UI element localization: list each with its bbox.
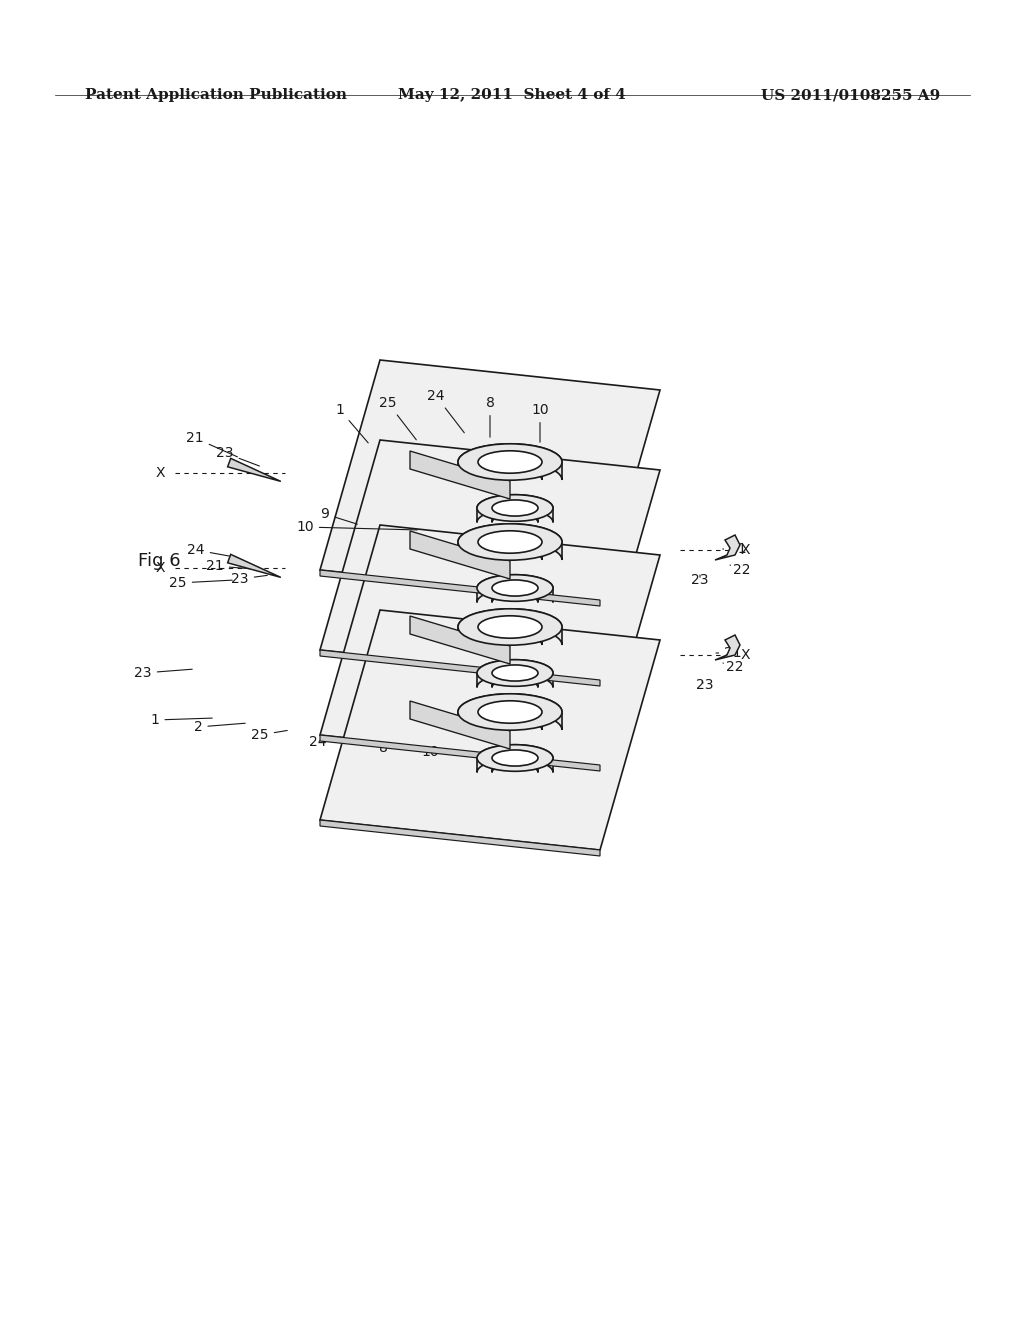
Polygon shape: [492, 750, 538, 772]
Polygon shape: [478, 531, 542, 560]
Text: 8: 8: [485, 396, 495, 437]
Text: 21: 21: [716, 645, 741, 660]
Text: 25: 25: [169, 576, 232, 590]
Text: May 12, 2011  Sheet 4 of 4: May 12, 2011 Sheet 4 of 4: [398, 88, 626, 102]
Polygon shape: [478, 701, 542, 730]
Text: 22: 22: [730, 564, 751, 577]
Text: 21: 21: [186, 432, 238, 457]
Polygon shape: [715, 535, 740, 560]
Ellipse shape: [478, 616, 542, 638]
Ellipse shape: [492, 665, 538, 681]
Text: X: X: [156, 466, 165, 480]
Polygon shape: [492, 500, 538, 523]
Ellipse shape: [477, 744, 553, 771]
Text: X: X: [156, 561, 165, 576]
Text: 1: 1: [336, 403, 369, 444]
Text: Fig 6: Fig 6: [138, 552, 181, 570]
Text: 8: 8: [379, 741, 402, 755]
Text: 24: 24: [187, 543, 238, 557]
Polygon shape: [458, 444, 562, 480]
Ellipse shape: [478, 531, 542, 553]
Polygon shape: [477, 495, 553, 523]
Polygon shape: [458, 609, 562, 645]
Polygon shape: [458, 694, 562, 730]
Text: 24: 24: [309, 735, 337, 748]
Polygon shape: [410, 531, 510, 579]
Polygon shape: [319, 735, 600, 771]
Polygon shape: [319, 525, 660, 766]
Polygon shape: [492, 665, 538, 688]
Text: 10: 10: [296, 520, 417, 535]
Text: 21: 21: [723, 543, 746, 556]
Text: 2: 2: [194, 719, 245, 734]
Ellipse shape: [477, 574, 553, 602]
Polygon shape: [478, 451, 542, 480]
Polygon shape: [319, 649, 600, 686]
Text: 23: 23: [696, 678, 714, 692]
Polygon shape: [410, 451, 510, 499]
Text: 21: 21: [206, 558, 251, 573]
Polygon shape: [227, 554, 281, 577]
Polygon shape: [478, 616, 542, 645]
Polygon shape: [227, 458, 281, 482]
Polygon shape: [477, 574, 553, 602]
Ellipse shape: [458, 444, 562, 480]
Ellipse shape: [492, 579, 538, 597]
Polygon shape: [477, 660, 553, 688]
Polygon shape: [410, 616, 510, 664]
Text: 23: 23: [216, 446, 259, 466]
Ellipse shape: [492, 500, 538, 516]
Ellipse shape: [458, 524, 562, 560]
Polygon shape: [458, 524, 562, 560]
Polygon shape: [319, 820, 600, 855]
Polygon shape: [715, 635, 740, 660]
Ellipse shape: [478, 701, 542, 723]
Text: US 2011/0108255 A9: US 2011/0108255 A9: [761, 88, 940, 102]
Ellipse shape: [477, 660, 553, 686]
Ellipse shape: [478, 451, 542, 473]
Ellipse shape: [492, 750, 538, 766]
Text: 22: 22: [723, 660, 743, 675]
Text: 25: 25: [251, 729, 288, 742]
Text: Patent Application Publication: Patent Application Publication: [85, 88, 347, 102]
Polygon shape: [492, 579, 538, 602]
Text: 10: 10: [531, 403, 549, 442]
Polygon shape: [319, 440, 660, 680]
Ellipse shape: [477, 495, 553, 521]
Polygon shape: [477, 744, 553, 772]
Text: 23: 23: [231, 572, 267, 586]
Ellipse shape: [458, 694, 562, 730]
Text: 23: 23: [134, 667, 193, 680]
Ellipse shape: [458, 609, 562, 645]
Text: 1: 1: [151, 713, 212, 727]
Polygon shape: [319, 360, 660, 601]
Text: 25: 25: [379, 396, 417, 440]
Text: X: X: [740, 543, 750, 557]
Text: 9: 9: [321, 507, 357, 524]
Text: X: X: [740, 648, 750, 663]
Polygon shape: [410, 701, 510, 748]
Polygon shape: [319, 610, 660, 850]
Text: 24: 24: [427, 389, 464, 433]
Text: 10: 10: [421, 744, 453, 759]
Polygon shape: [319, 570, 600, 606]
Text: 23: 23: [691, 573, 709, 587]
